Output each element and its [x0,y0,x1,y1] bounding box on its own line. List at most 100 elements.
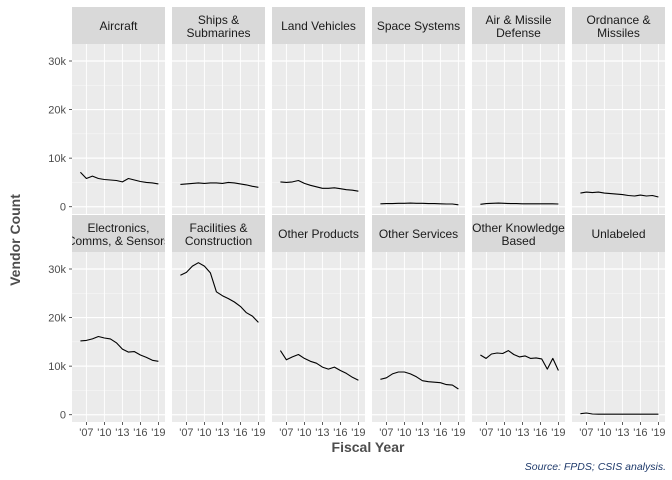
facet-panel: Other Products [272,215,365,422]
x-tick-label: '19 [151,427,165,439]
facet-title: Air & Missile [485,13,551,27]
y-tick-label: 30k [48,264,66,276]
x-tick-label: '16 [333,427,347,439]
y-axes: 0 10k 20k 30k 0 10k 20k 30k [48,56,72,422]
facet-strip [172,7,265,44]
x-tick-label: '19 [551,427,565,439]
x-tick-label: '16 [133,427,147,439]
x-tick-label: '13 [515,427,529,439]
facet-strip [572,7,665,44]
x-tick-label: '16 [633,427,647,439]
x-axis: '07 '10 '13 '16 '19 '07 '10 '13 '16 '19 '07 '10 '13 '… [79,422,666,439]
y-tick-label: 20k [48,313,66,325]
plot-area [372,44,465,214]
x-tick-label: '10 [497,427,511,439]
plot-area [72,252,165,422]
y-tick-label: 10k [48,153,66,165]
plot-area [572,44,665,214]
facet-title: Land Vehicles [281,19,356,33]
x-tick-label: '16 [433,427,447,439]
x-tick-label: '16 [233,427,247,439]
x-tick-label: '19 [651,427,665,439]
x-tick-label: '07 [479,427,493,439]
facet-title: Other Knowledge [472,221,565,235]
x-tick-label: '07 [379,427,393,439]
x-tick-label: '13 [215,427,229,439]
source-note: Source: FPDS; CSIS analysis. [524,461,666,473]
facet-title: Ships & [198,13,239,27]
x-tick-label: '13 [315,427,329,439]
facet-panels: Aircraft Ships &Submarines Land Vehicles Sp… [67,7,665,422]
series-line [380,202,459,206]
facet-title: Comms, & Sensors [67,234,170,248]
y-tick-label: 20k [48,105,66,117]
x-tick-label: '19 [251,427,265,439]
series-line [480,202,559,205]
facet-panel: Electronics,Comms, & Sensors [67,215,170,422]
facet-panel: Land Vehicles [272,7,365,214]
facet-strip [572,215,665,252]
facet-title: Unlabeled [591,227,645,241]
y-tick-label: 10k [48,361,66,373]
facet-strip [272,215,365,252]
facet-strip [472,7,565,44]
x-tick-label: '13 [415,427,429,439]
facet-title: Based [501,234,535,248]
x-axis-title: Fiscal Year [332,439,405,455]
facet-panel: Unlabeled [572,215,665,422]
facet-strip [272,7,365,44]
facet-title: Ordnance & [586,13,650,27]
facet-strip [72,215,165,252]
series-line [280,179,359,192]
x-tick-label: '07 [179,427,193,439]
series-line [480,350,559,371]
facet-title: Other Services [379,227,458,241]
x-tick-label: '10 [597,427,611,439]
facet-title: Missiles [597,26,640,40]
x-tick-label: '19 [451,427,465,439]
plot-area [572,252,665,422]
x-tick-label: '10 [397,427,411,439]
series-line [380,371,459,390]
facet-panel: Aircraft [72,7,165,214]
plot-area [72,44,165,214]
x-tick-label: '16 [533,427,547,439]
x-tick-label: '10 [97,427,111,439]
facet-title: Space Systems [377,19,460,33]
y-axis-title: Vendor Count [7,194,23,286]
y-tick-label: 30k [48,56,66,68]
plot-area [472,44,565,214]
facet-title: Other Products [278,227,359,241]
x-tick-label: '13 [115,427,129,439]
facet-title: Electronics, [87,221,149,235]
plot-area [172,252,265,422]
x-tick-label: '07 [579,427,593,439]
x-tick-label: '10 [297,427,311,439]
x-tick-label: '07 [79,427,93,439]
facet-title: Submarines [186,26,250,40]
facet-title: Facilities & [189,221,247,235]
facet-strip [72,7,165,44]
y-tick-label: 0 [60,410,66,422]
series-line [80,335,159,362]
series-line [180,262,259,323]
facet-panel: Ships &Submarines [172,7,265,214]
facet-strip [372,215,465,252]
facet-panel: Ordnance &Missiles [572,7,665,214]
x-tick-label: '13 [615,427,629,439]
facet-title: Defense [496,26,541,40]
series-line [180,181,259,188]
facet-strip [172,215,265,252]
x-tick-label: '10 [197,427,211,439]
facet-title: Construction [185,234,252,248]
series-line [580,412,659,415]
plot-area [272,252,365,422]
plot-area [272,44,365,214]
series-line [580,191,659,198]
x-tick-label: '07 [279,427,293,439]
x-tick-label: '19 [351,427,365,439]
facet-panel: Space Systems [372,7,465,214]
